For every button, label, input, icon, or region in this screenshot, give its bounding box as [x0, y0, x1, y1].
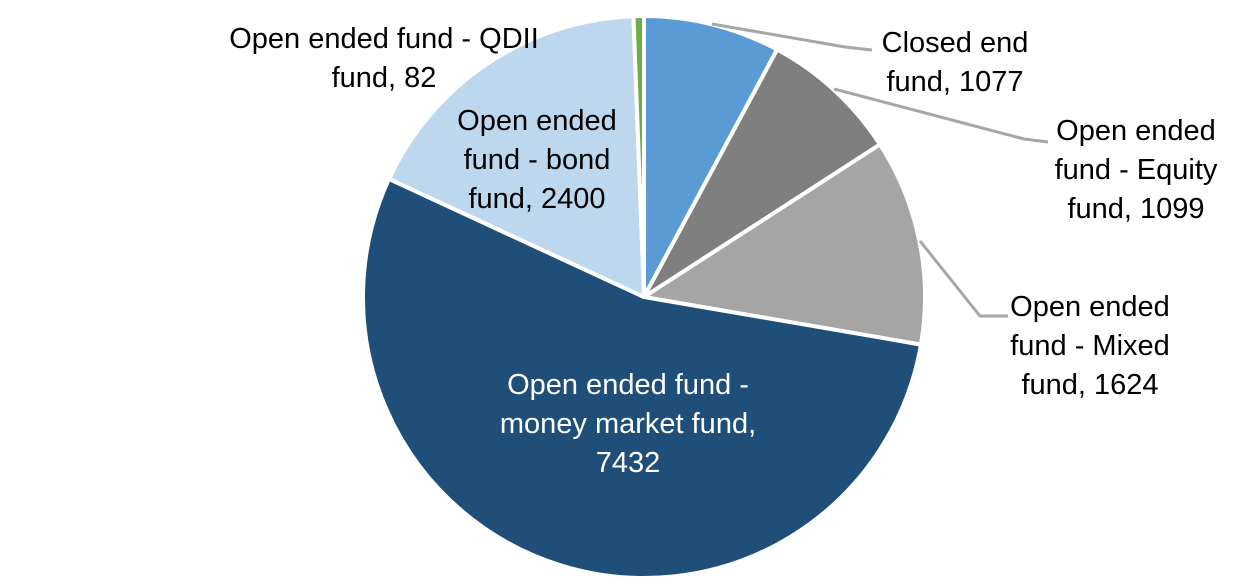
pie-label-line: money market fund,: [499, 408, 757, 440]
pie-label-line: fund, 1624: [1021, 369, 1159, 401]
leader-line-open-ended-mixed-fund: [918, 240, 1008, 318]
pie-slices: [361, 14, 927, 580]
pie-label-line: fund - Mixed: [1010, 330, 1170, 362]
pie-label-line: Open ended fund -: [507, 369, 749, 401]
pie-label-line: Open ended fund - QDII: [229, 23, 539, 55]
leader-lines: [711, 22, 1049, 318]
pie-label-closed-end-fund: Closed end fund, 1077: [855, 24, 1055, 102]
pie-label-line: fund, 1099: [1067, 193, 1205, 225]
pie-label-open-ended-mixed-fund: Open ended fund - Mixed fund, 1624: [990, 288, 1190, 405]
pie-label-line: fund - bond: [463, 144, 611, 176]
pie-label-line: fund, 1077: [886, 66, 1024, 98]
pie-label-open-ended-money-market-fund: Open ended fund - money market fund, 7432: [428, 366, 828, 483]
pie-label-open-ended-qdii-fund: Open ended fund - QDII fund, 82: [184, 20, 584, 98]
pie-label-line: Open ended: [1010, 291, 1170, 323]
pie-label-line: fund - Equity: [1054, 154, 1218, 186]
leader-line-closed-end-fund: [711, 22, 873, 52]
pie-slice-open-ended-qdii-fund: [631, 14, 646, 299]
pie-label-line: Closed end: [881, 27, 1029, 59]
pie-label-open-ended-bond-fund: Open ended fund - bond fund, 2400: [437, 102, 637, 219]
pie-slice-open-ended-bond-fund: [387, 14, 646, 299]
pie-slice-open-ended-money-market-fund: [361, 176, 923, 580]
pie-label-line: Open ended: [1056, 115, 1216, 147]
leader-line-open-ended-equity-fund: [833, 87, 1049, 144]
pie-slice-open-ended-mixed-fund: [642, 142, 927, 347]
pie-label-line: fund, 82: [331, 62, 437, 94]
pie-label-open-ended-equity-fund: Open ended fund - Equity fund, 1099: [1036, 112, 1236, 229]
pie-label-line: 7432: [595, 447, 661, 479]
pie-label-line: fund, 2400: [468, 183, 606, 215]
pie-label-line: Open ended: [457, 105, 617, 137]
